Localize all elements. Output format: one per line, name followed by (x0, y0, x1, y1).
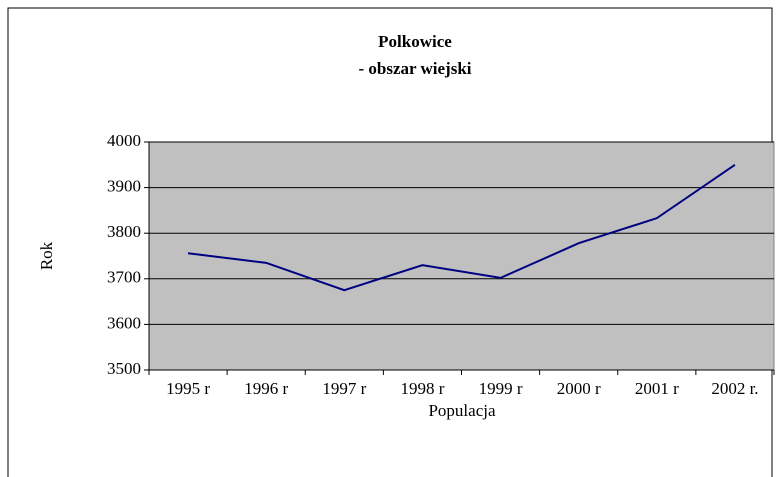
x-axis-label: Populacja (428, 401, 495, 420)
y-tick-label: 3500 (107, 359, 141, 378)
x-tick-label: 2001 r (635, 379, 679, 398)
y-tick-label: 3700 (107, 268, 141, 287)
plot-area (148, 141, 775, 371)
x-tick-label: 1998 r (400, 379, 444, 398)
y-tick-label: 3900 (107, 177, 141, 196)
y-axis-label: Rok (37, 241, 56, 270)
x-tick-label: 2000 r (557, 379, 601, 398)
x-tick-label: 1995 r (166, 379, 210, 398)
x-tick-label: 2002 r. (711, 379, 758, 398)
chart-subtitle: - obszar wiejski (358, 59, 471, 78)
x-tick-label: 1999 r (479, 379, 523, 398)
y-tick-label: 4000 (107, 131, 141, 150)
y-tick-label: 3800 (107, 222, 141, 241)
y-tick-label: 3600 (107, 313, 141, 332)
x-tick-label: 1997 r (322, 379, 366, 398)
x-tick-label: 1996 r (244, 379, 288, 398)
data-line (187, 163, 736, 292)
chart-title: Polkowice (378, 32, 452, 51)
